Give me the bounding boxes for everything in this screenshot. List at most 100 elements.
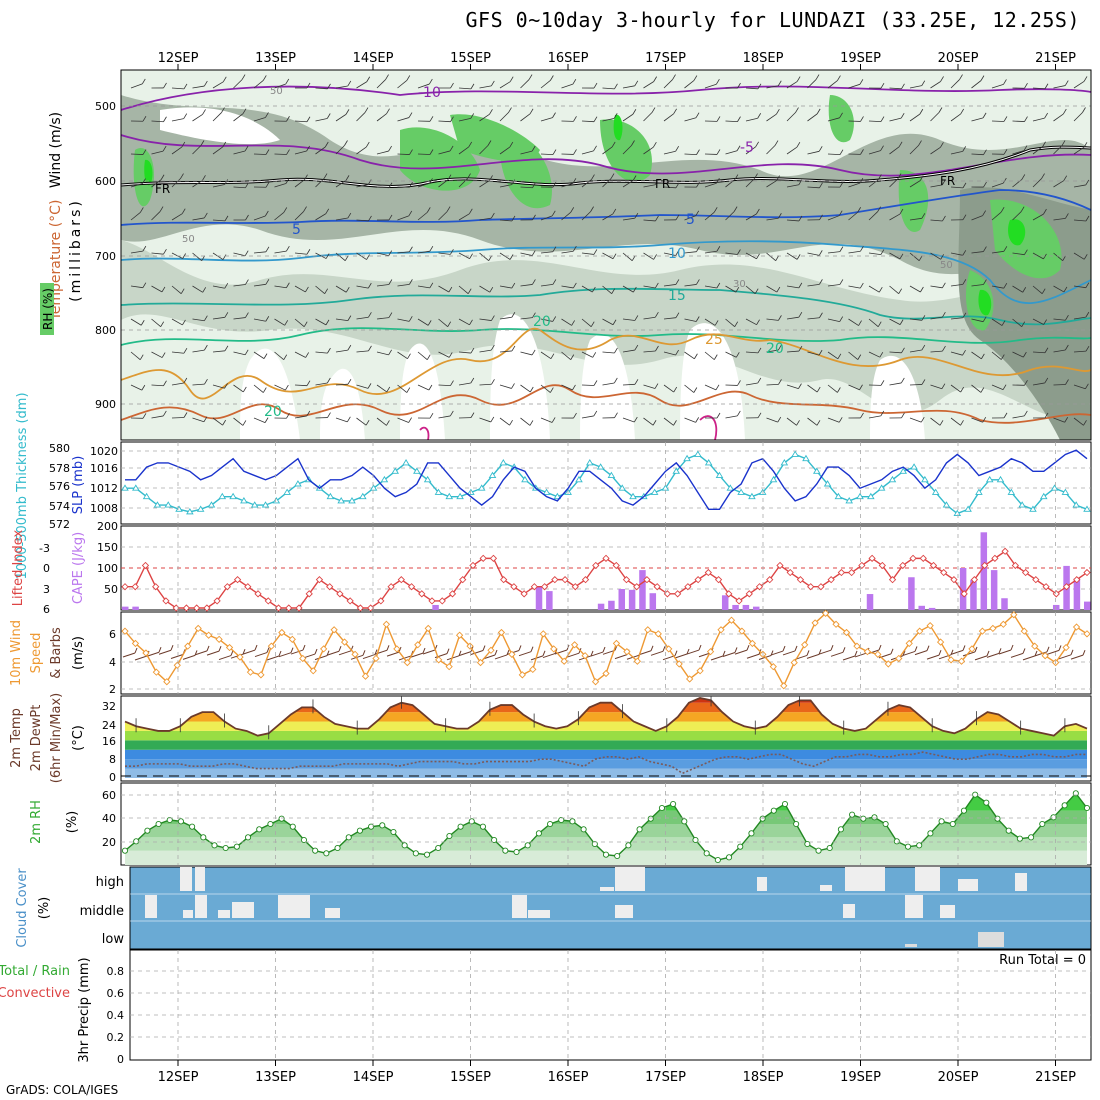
wind-barb (1044, 412, 1049, 419)
wind-barb (1083, 76, 1088, 82)
wind-barb (1065, 315, 1069, 321)
temp-band (125, 749, 1087, 760)
wind-barb (704, 285, 717, 289)
data-point (173, 661, 181, 669)
wind-barb (757, 113, 762, 119)
wind-barb (161, 352, 166, 358)
wind-barb (151, 211, 161, 221)
wind-barb (612, 319, 617, 325)
wind-barb (1083, 420, 1087, 426)
wind-barb (684, 215, 696, 221)
wind-barb (285, 178, 290, 184)
cape-bar (1001, 598, 1008, 610)
wind-barb (889, 252, 901, 260)
wind-barb (1053, 349, 1066, 353)
cape-tick: 150 (97, 541, 118, 554)
dewpoint-line (125, 751, 1087, 775)
wind-barb (839, 316, 844, 322)
wind-barb (265, 279, 270, 285)
wind-barb (274, 250, 287, 254)
precip-label-b: Convective (0, 986, 70, 1001)
wind-barb (561, 212, 571, 221)
wind-barb (438, 415, 451, 419)
wind-barb (695, 316, 700, 322)
data-point (152, 583, 160, 591)
wind-barb (878, 644, 882, 651)
wind-barb (422, 649, 436, 655)
data-point (142, 492, 151, 500)
wind-barb (725, 179, 736, 188)
wind-barb (914, 646, 918, 652)
wind-barb (971, 251, 984, 254)
wind-barb (593, 145, 597, 152)
wind-barb (470, 412, 475, 418)
wind-barb (376, 150, 389, 155)
wind-barb (930, 384, 943, 390)
wind-barb (171, 318, 183, 326)
data-point (1028, 834, 1035, 841)
data-point (356, 827, 363, 834)
wind-barb (570, 354, 575, 360)
slp-thickness-panel: 580 578 576 574 572 1020 1016 1012 1008 … (15, 392, 1092, 580)
wind-barb (386, 386, 391, 393)
cloud-level-middle: middle (80, 904, 124, 919)
wind-barb (449, 145, 454, 152)
wind-barb (426, 207, 431, 213)
wind-barb (233, 186, 246, 189)
wind-barb (540, 284, 553, 287)
wind-barb (696, 279, 700, 285)
wind-barb (778, 213, 782, 219)
wind-barb (274, 318, 285, 326)
wind-barb (1046, 646, 1050, 653)
date-label: 21SEP (1035, 1070, 1076, 1085)
wind-barb (274, 351, 284, 360)
wind-barb (733, 206, 738, 212)
date-label: 18SEP (743, 1070, 784, 1085)
wind-barb (725, 351, 737, 358)
wind-barb (518, 651, 532, 657)
wind-barb (294, 120, 308, 123)
wind-barb (254, 652, 268, 658)
wind-barb (230, 650, 234, 656)
wind-barb (315, 178, 325, 188)
wind-barb (807, 317, 820, 320)
wind-tick: 6 (109, 628, 116, 641)
wind-barb (766, 417, 778, 423)
wind-barb (530, 655, 544, 661)
wind-barb (920, 286, 924, 293)
wind-barb (241, 74, 246, 80)
wind-barb (650, 645, 654, 651)
wind-barb (918, 255, 923, 261)
wind-barb (880, 145, 884, 151)
wind-barb (233, 79, 243, 89)
wind-barb (397, 318, 410, 322)
wind-barb (860, 116, 864, 122)
wind-barb (192, 217, 205, 221)
contour-label: 20 (533, 314, 551, 330)
wind-barb (552, 246, 557, 252)
data-point (972, 791, 979, 798)
wind-barb (982, 417, 987, 423)
data-point (345, 834, 352, 841)
wind-barb (672, 74, 676, 80)
data-point (414, 641, 422, 649)
wind-barb (643, 146, 654, 155)
temp-tick: 32 (102, 700, 116, 713)
wind-barb (854, 650, 858, 657)
wind-barb (158, 649, 172, 655)
wind-barb (447, 321, 452, 327)
wind-barb (242, 108, 247, 114)
wind-barb (417, 212, 428, 221)
data-point (553, 492, 562, 500)
data-point (947, 656, 955, 664)
data-point (163, 678, 171, 686)
wind-barb (798, 282, 803, 289)
wind-tick: 4 (109, 656, 116, 669)
wind-barb (1085, 345, 1090, 352)
wind-barb (581, 351, 593, 358)
data-point (121, 484, 129, 491)
wind-barb (663, 79, 673, 89)
wind-barb (902, 650, 916, 656)
wind-barb (704, 250, 717, 254)
wind-barb (183, 113, 188, 119)
